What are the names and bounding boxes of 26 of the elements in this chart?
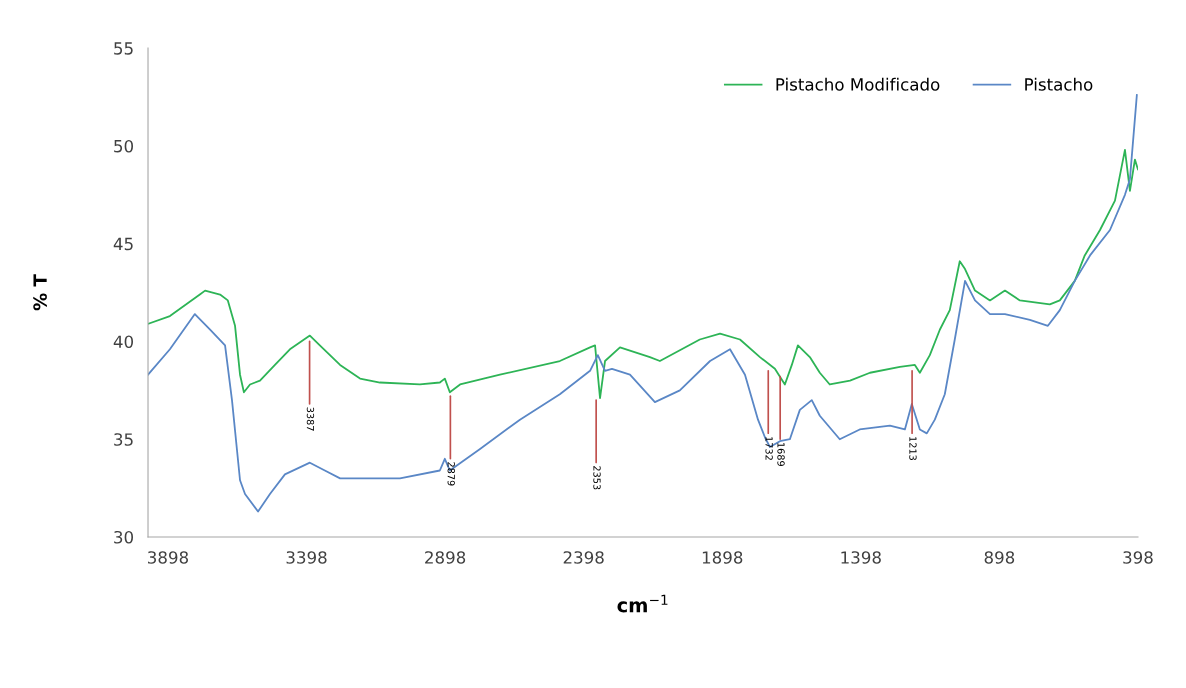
y-tick-label: 30 <box>114 530 134 544</box>
x-tick-label: 2898 <box>425 551 466 564</box>
annotation: 1213 <box>909 437 917 461</box>
x-tick-label: 3898 <box>148 551 189 564</box>
y-tick-label: 40 <box>113 335 134 349</box>
y-tick-label: 45 <box>113 237 133 251</box>
annotation: 3387 <box>306 407 315 431</box>
y-axis-title: % T <box>33 274 47 311</box>
x-tick-label: 898 <box>984 551 1015 564</box>
line-series <box>148 94 1138 513</box>
x-tick-label: 1398 <box>841 551 881 564</box>
annotation: 2353 <box>593 466 601 490</box>
annotation: 1732 <box>765 437 773 460</box>
x-tick-label: 1898 <box>702 551 743 564</box>
line-series <box>148 148 1138 400</box>
annotation: 2879 <box>447 462 455 486</box>
y-tick-label: 55 <box>114 42 133 55</box>
x-tick-label: 3398 <box>286 551 327 564</box>
y-tick-label: 35 <box>114 433 133 446</box>
legend-label: Pistacho <box>1025 77 1093 91</box>
y-tick-label: 50 <box>114 139 134 153</box>
annotation: 1689 <box>777 443 785 466</box>
x-axis-title: cm$^{−1}$ <box>617 594 668 613</box>
x-tick-label: 398 <box>1123 551 1153 564</box>
x-tick-label: 2398 <box>563 551 604 564</box>
legend-label: Pistacho Modificado <box>776 77 940 91</box>
